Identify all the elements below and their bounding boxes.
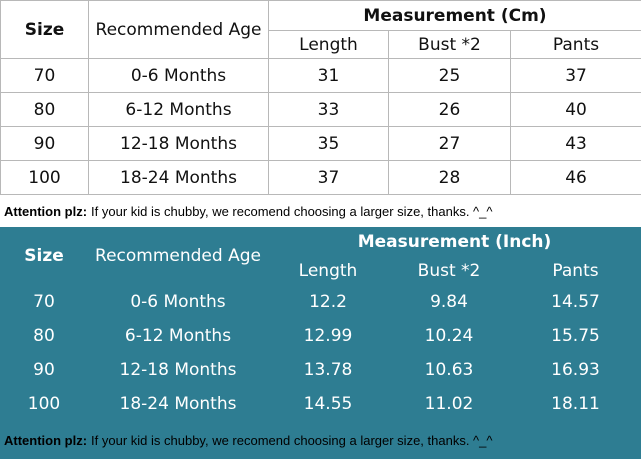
data-row: 100 18-24 Months 37 28 46: [0, 160, 641, 195]
note: Attention plz: If your kid is chubby, we …: [0, 195, 641, 228]
size-header: Size: [0, 0, 89, 59]
cell: 10.24: [424, 326, 474, 346]
cell: 80: [0, 92, 89, 127]
column-header: Pants: [552, 261, 599, 281]
data-row: 90 12-18 Months 13.78 10.63 16.93: [0, 353, 641, 387]
header-row: Size Recommended Age Measurement (Cm): [0, 0, 641, 59]
cell: 90: [33, 360, 55, 380]
cm-section: Size Recommended Age Measurement (Cm) Lengt…: [0, 0, 641, 227]
cell: 28: [388, 160, 511, 195]
cell: 14.57: [551, 292, 600, 312]
cell: 25: [388, 58, 511, 93]
subheader-row: Length Bust *2 Pants: [0, 257, 641, 285]
cell: 12-18 Months: [119, 360, 237, 380]
data-row: 80 6-12 Months 33 26 40: [0, 92, 641, 127]
cell: 13.78: [303, 360, 353, 380]
cell: 11.02: [424, 394, 474, 414]
cell: 37: [509, 58, 641, 93]
cell: 9.84: [430, 292, 468, 312]
cell: 40: [509, 92, 641, 127]
cell: 12-18 Months: [88, 126, 269, 161]
column-header: Bust *2: [417, 261, 481, 281]
cell: 70: [0, 58, 89, 93]
cell: 43: [509, 126, 641, 161]
data-row: 80 6-12 Months 12.99 10.24 15.75: [0, 319, 641, 353]
note-label: Attention plz:: [4, 432, 88, 448]
data-row: 100 18-24 Months 14.55 11.02 18.11: [0, 387, 641, 421]
cell: 18.11: [551, 394, 600, 414]
data-row: 70 0-6 Months 12.2 9.84 14.57: [0, 285, 641, 319]
header-row: Size Recommended Age Measurement (Inch): [0, 227, 641, 266]
cell: 18-24 Months: [119, 394, 237, 414]
cell: 0-6 Months: [88, 58, 269, 93]
cell: 15.75: [551, 326, 600, 346]
measurement-header: Measurement (Inch): [357, 232, 552, 252]
cell: 0-6 Months: [130, 292, 226, 312]
cell: 100: [27, 394, 61, 414]
cell: 12.99: [303, 326, 353, 346]
data-row: 70 0-6 Months 31 25 37: [0, 58, 641, 93]
cell: 26: [388, 92, 511, 127]
cell: 14.55: [303, 394, 353, 414]
cell: 6-12 Months: [124, 326, 232, 346]
age-header: Recommended Age: [88, 0, 269, 59]
column-header: Length: [298, 261, 358, 281]
cell: 27: [388, 126, 511, 161]
note: Attention plz: If your kid is chubby, we …: [0, 421, 641, 459]
cell: 33: [268, 92, 389, 127]
cell: 35: [268, 126, 389, 161]
measurement-header: Measurement (Cm): [267, 0, 641, 31]
note-text: If your kid is chubby, we recomend choos…: [91, 204, 493, 219]
size-table: Size Recommended Age Measurement (Cm) Lengt…: [0, 0, 641, 195]
cell: 70: [33, 292, 55, 312]
cell: 46: [509, 160, 641, 195]
cell: 10.63: [424, 360, 474, 380]
data-row: 90 12-18 Months 35 27 43: [0, 126, 641, 161]
column-header: Pants: [509, 30, 641, 59]
size-table: Size Recommended Age Measurement (Inch) Len…: [0, 227, 641, 421]
note-label: Attention plz:: [4, 204, 88, 219]
cell: 12.2: [309, 292, 347, 312]
cell: 80: [33, 326, 55, 346]
cell: 90: [0, 126, 89, 161]
cell: 6-12 Months: [88, 92, 269, 127]
cell: 37: [268, 160, 389, 195]
column-header: Bust *2: [388, 30, 511, 59]
size-header: Size: [24, 246, 64, 266]
cell: 16.93: [551, 360, 600, 380]
cell: 18-24 Months: [88, 160, 269, 195]
column-header: Length: [268, 30, 389, 59]
age-header: Recommended Age: [95, 246, 261, 266]
inch-section: Size Recommended Age Measurement (Inch) Len…: [0, 227, 641, 459]
note-text: If your kid is chubby, we recomend choos…: [91, 432, 493, 448]
cell: 31: [268, 58, 389, 93]
cell: 100: [0, 160, 89, 195]
